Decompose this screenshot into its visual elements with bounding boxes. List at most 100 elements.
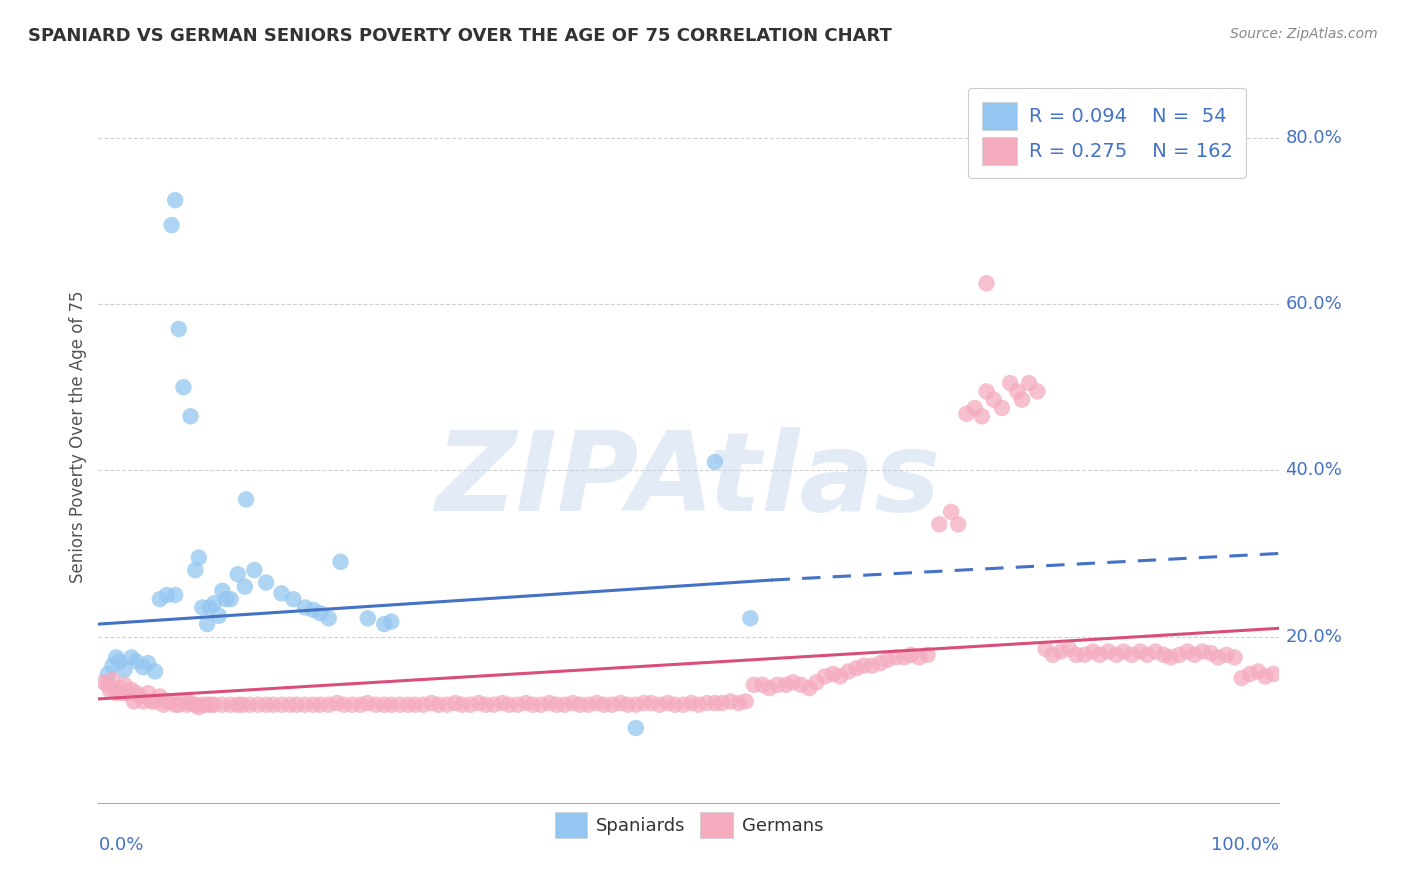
Point (814, 669, 837, 683)
Point (976, 277, 998, 291)
Point (93, 675, 115, 690)
Point (136, 656, 159, 670)
Point (239, 698, 262, 712)
Point (711, 696, 734, 710)
Point (939, 505, 962, 519)
Point (734, 694, 756, 708)
Point (333, 698, 356, 712)
Point (1007, 384, 1029, 399)
Point (373, 617, 395, 632)
Point (1247, 665, 1270, 679)
Point (165, 588, 187, 602)
Point (160, 694, 183, 708)
Text: 20.0%: 20.0% (1285, 628, 1343, 646)
Point (703, 696, 725, 710)
Point (302, 698, 325, 712)
Point (538, 696, 561, 710)
Point (852, 658, 875, 673)
Point (672, 698, 695, 712)
Point (900, 648, 922, 662)
Y-axis label: Seniors Poverty Over the Age of 75: Seniors Poverty Over the Age of 75 (69, 291, 87, 583)
Point (202, 698, 225, 712)
Point (467, 696, 489, 710)
Point (758, 681, 780, 695)
Point (342, 698, 364, 712)
Point (149, 690, 172, 704)
Point (180, 696, 202, 710)
Point (167, 698, 190, 712)
Point (219, 592, 242, 607)
Point (1230, 671, 1253, 685)
Point (246, 698, 269, 712)
Point (191, 698, 214, 712)
Point (270, 586, 292, 600)
Point (357, 611, 380, 625)
Point (624, 698, 647, 712)
Point (869, 656, 891, 670)
Point (184, 563, 207, 577)
Point (1011, 392, 1033, 407)
Point (318, 698, 340, 712)
Point (1042, 648, 1064, 662)
Point (1191, 644, 1213, 658)
Point (427, 698, 450, 712)
Point (122, 694, 145, 708)
Point (143, 694, 166, 708)
Text: 40.0%: 40.0% (1285, 461, 1343, 479)
Point (1175, 644, 1198, 658)
Point (1066, 648, 1088, 662)
Point (108, 655, 131, 669)
Point (198, 600, 221, 615)
Point (380, 698, 402, 712)
Point (254, 698, 277, 712)
Point (928, 517, 950, 532)
Point (742, 678, 765, 692)
Point (799, 681, 821, 695)
Point (160, 218, 183, 232)
Point (125, 655, 148, 669)
Point (302, 603, 325, 617)
Point (262, 698, 284, 712)
Point (790, 678, 813, 692)
Point (522, 698, 544, 712)
Point (845, 661, 868, 675)
Point (270, 698, 292, 712)
Point (105, 650, 128, 665)
Point (373, 698, 395, 712)
Point (235, 492, 257, 507)
Point (1105, 648, 1128, 662)
Text: 0.0%: 0.0% (98, 836, 143, 854)
Point (821, 667, 844, 681)
Point (156, 588, 179, 602)
Point (893, 650, 915, 665)
Point (112, 678, 135, 692)
Point (215, 592, 238, 607)
Point (1184, 648, 1206, 662)
Point (195, 698, 218, 712)
Point (97, 678, 120, 692)
Point (283, 592, 305, 607)
Point (396, 698, 419, 712)
Point (718, 694, 741, 708)
Point (696, 696, 718, 710)
Point (121, 682, 143, 697)
Point (294, 600, 316, 615)
Point (955, 407, 977, 421)
Point (121, 650, 143, 665)
Point (285, 698, 308, 712)
Point (766, 678, 789, 692)
Point (860, 658, 883, 673)
Point (1035, 642, 1057, 657)
Point (200, 698, 222, 712)
Point (876, 653, 898, 667)
Point (1088, 648, 1111, 662)
Point (554, 698, 576, 712)
Point (970, 409, 993, 424)
Point (703, 455, 725, 469)
Point (775, 678, 797, 692)
Point (101, 673, 124, 687)
Point (1057, 642, 1080, 657)
Point (165, 698, 187, 712)
Point (108, 681, 131, 695)
Point (233, 580, 256, 594)
